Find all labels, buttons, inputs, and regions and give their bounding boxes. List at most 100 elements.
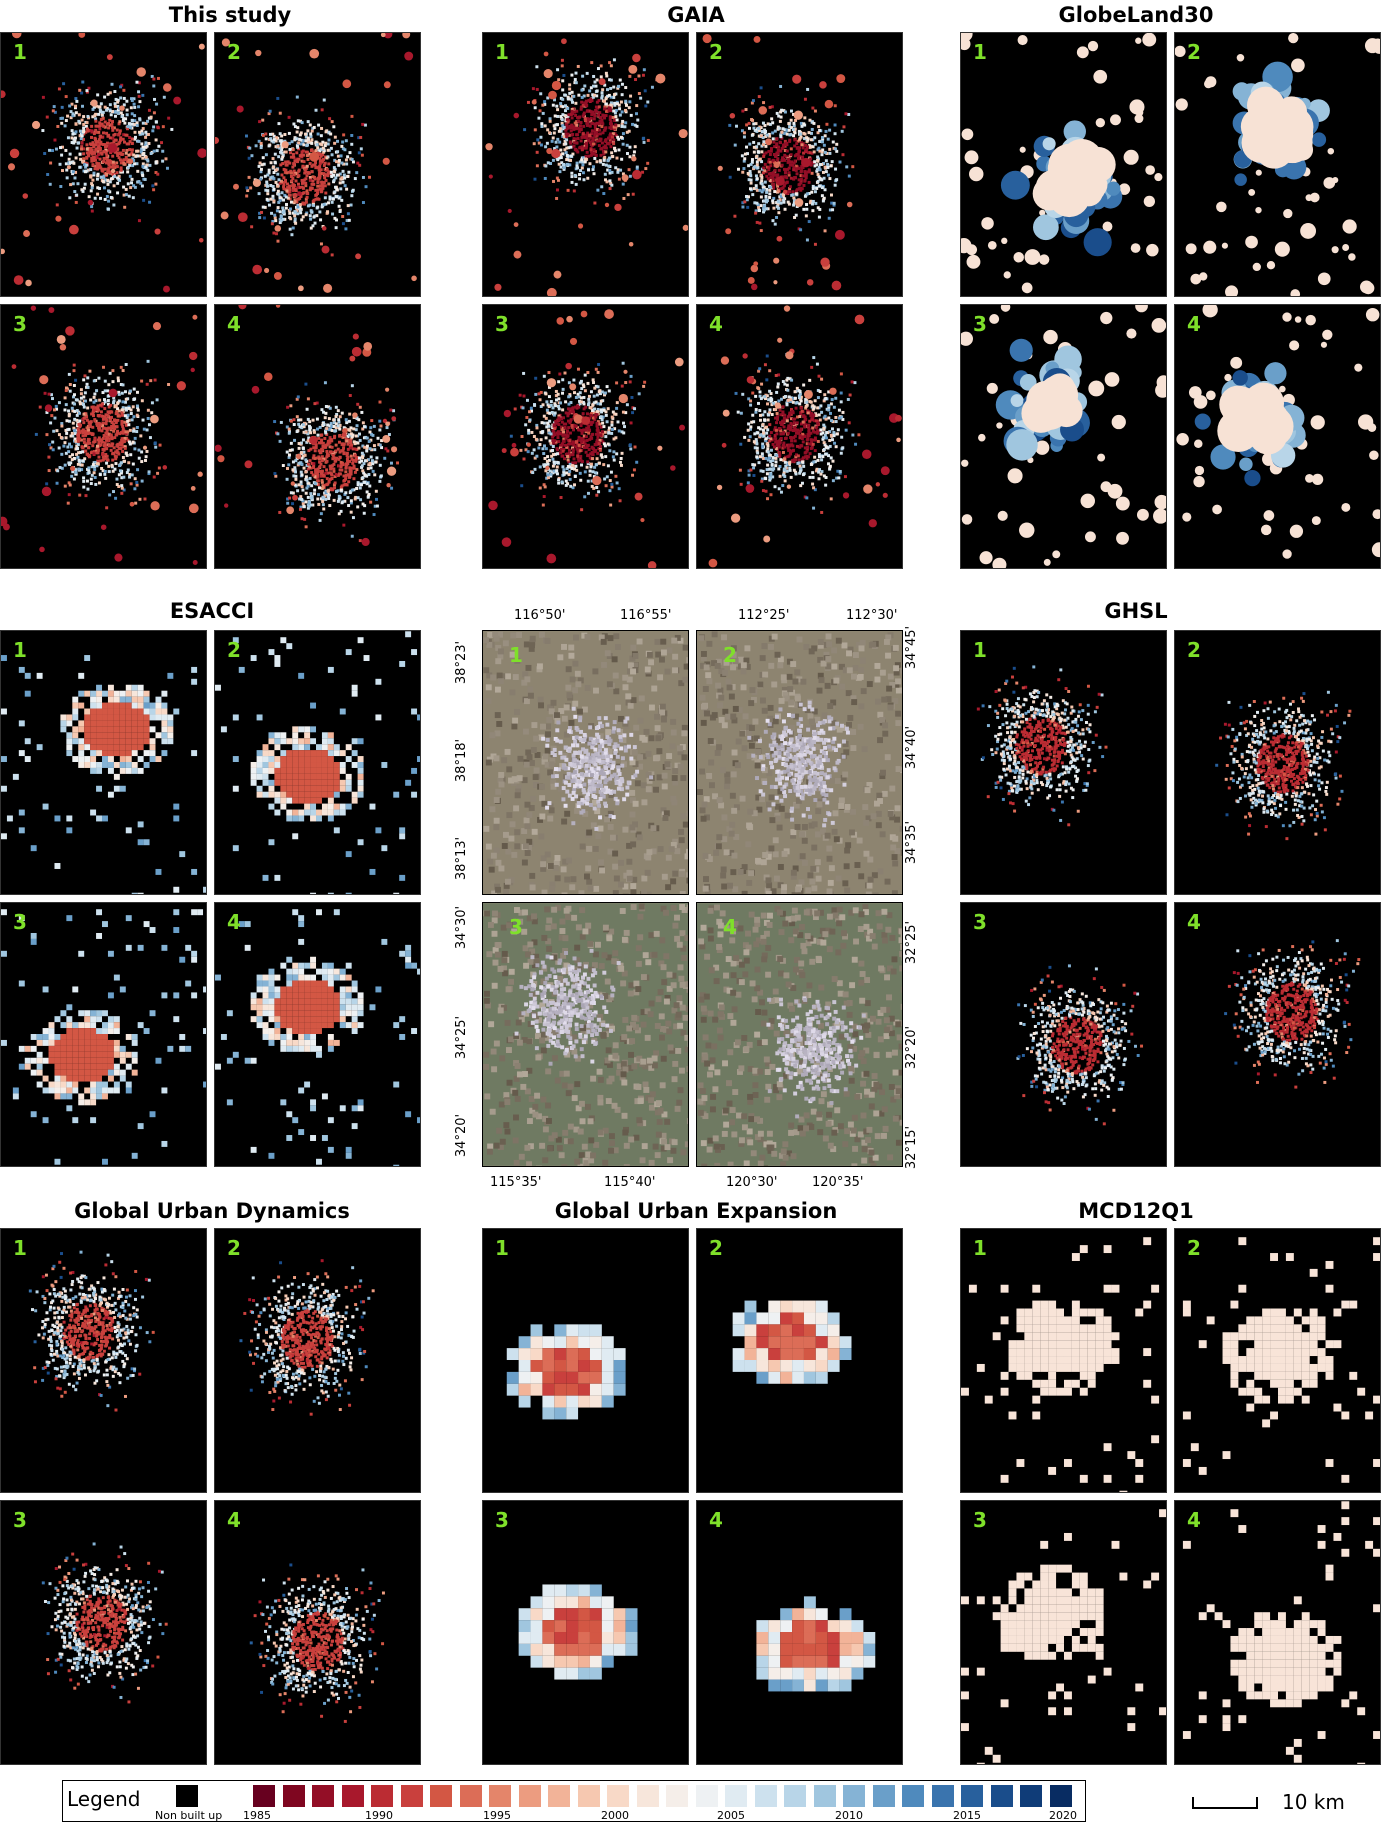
map-cell xyxy=(278,181,282,185)
map-cell xyxy=(115,128,119,132)
map-cell xyxy=(611,155,615,159)
map-cell xyxy=(119,161,123,165)
map-cell xyxy=(274,474,278,478)
map-cell xyxy=(761,171,765,175)
map-cell xyxy=(290,233,294,237)
map-cell xyxy=(289,441,293,445)
map-cell xyxy=(599,120,603,124)
map-cell xyxy=(77,411,81,415)
map-cell xyxy=(546,411,550,415)
map-cell xyxy=(70,141,74,144)
map-cell xyxy=(792,168,796,172)
map-cell xyxy=(121,159,125,163)
map-patch xyxy=(488,174,493,179)
map-cell xyxy=(313,449,317,453)
map-cell xyxy=(320,469,324,473)
map-cell xyxy=(245,194,249,198)
map-cell xyxy=(804,148,808,152)
map-cell xyxy=(769,172,773,175)
map-cell xyxy=(90,209,94,213)
map-cell xyxy=(617,148,621,152)
map-cell xyxy=(374,460,378,464)
map-cell xyxy=(335,160,338,164)
map-cell xyxy=(566,106,570,110)
map-cell xyxy=(823,188,827,192)
map-cell xyxy=(351,458,355,462)
map-cell xyxy=(316,184,320,188)
map-cell xyxy=(117,409,121,413)
map-cell xyxy=(629,447,633,451)
map-cell xyxy=(757,95,761,99)
map-cell xyxy=(330,464,334,468)
map-cell xyxy=(788,187,792,191)
map-cell xyxy=(110,444,114,448)
map-cell xyxy=(594,127,598,131)
map-cell xyxy=(95,423,99,427)
map-cell xyxy=(89,398,93,402)
map-cell xyxy=(309,148,313,152)
map-cell xyxy=(146,159,150,163)
map-cell xyxy=(246,189,250,193)
map-cell xyxy=(787,158,791,162)
map-cell xyxy=(136,154,140,158)
map-cell xyxy=(812,121,816,125)
map-cell xyxy=(599,147,603,151)
map-cell xyxy=(587,425,591,428)
map-cell xyxy=(323,381,327,385)
map-cell xyxy=(363,473,367,477)
map-cell xyxy=(561,387,565,391)
map-cell xyxy=(103,389,107,393)
map-cell xyxy=(605,475,609,479)
map-cell xyxy=(291,226,295,230)
map-cell xyxy=(116,111,120,115)
map-cell xyxy=(126,170,130,174)
map-cell xyxy=(351,516,355,520)
map-cell xyxy=(529,406,533,410)
map-cell xyxy=(124,187,128,191)
map-cell xyxy=(325,129,329,133)
map-cell xyxy=(599,115,603,119)
map-cell xyxy=(267,144,271,148)
map-cell xyxy=(575,161,579,165)
map-cell xyxy=(302,505,306,509)
map-cell xyxy=(130,142,134,145)
map-cell xyxy=(90,473,94,477)
map-cell xyxy=(596,402,600,406)
map-cell xyxy=(64,389,68,393)
map-cell xyxy=(754,209,758,213)
map-cell xyxy=(85,169,89,173)
map-cell xyxy=(621,182,625,186)
map-cell xyxy=(70,102,74,106)
map-cell xyxy=(844,112,848,116)
map-cell xyxy=(310,164,314,168)
map-cell xyxy=(631,192,635,196)
map-cell xyxy=(151,184,155,188)
map-cell xyxy=(840,129,844,133)
map-cell xyxy=(773,129,777,133)
map-cell xyxy=(88,441,92,445)
map-cell xyxy=(293,468,297,472)
map-cell xyxy=(827,216,831,220)
map-cell xyxy=(104,422,108,426)
map-cell xyxy=(555,156,559,160)
map-cell xyxy=(355,468,359,472)
map-cell xyxy=(513,407,517,411)
map-cell xyxy=(278,146,282,150)
map-patch xyxy=(383,33,393,39)
map-cell xyxy=(276,184,280,188)
map-cell xyxy=(276,206,280,210)
map-cell xyxy=(146,359,150,363)
map-cell xyxy=(813,109,817,113)
map-cell xyxy=(55,407,59,411)
map-cell xyxy=(618,78,622,82)
map-cell xyxy=(769,147,773,151)
map-cell xyxy=(599,153,603,157)
map-cell xyxy=(90,186,94,190)
map-cell xyxy=(327,162,331,166)
map-cell xyxy=(281,217,285,221)
map-cell xyxy=(797,187,801,191)
map-cell xyxy=(545,476,549,480)
map-cell xyxy=(602,152,606,156)
map-cell xyxy=(811,145,815,149)
map-cell xyxy=(114,496,118,500)
